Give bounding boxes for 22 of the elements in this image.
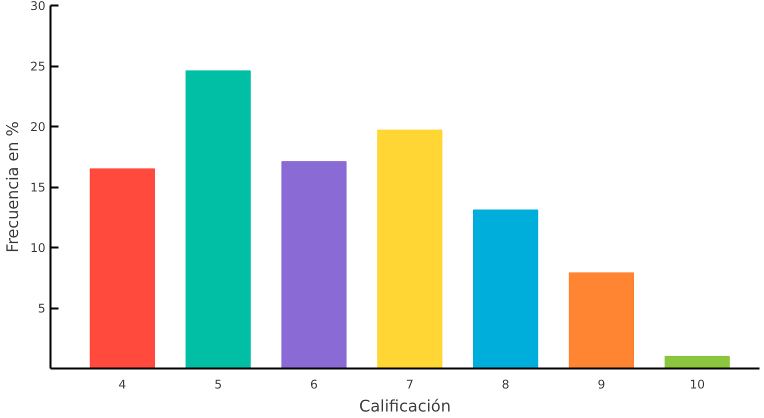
x-tick-label: 9 — [598, 378, 606, 392]
bar — [186, 70, 251, 368]
x-tick-label: 5 — [214, 378, 222, 392]
x-tick-label: 6 — [310, 378, 318, 392]
y-axis-title: Frecuencia en % — [3, 121, 22, 253]
x-tick-label: 7 — [406, 378, 414, 392]
y-tick-label: 30 — [30, 0, 46, 13]
x-axis-title: Calificación — [359, 396, 451, 416]
bar — [664, 356, 730, 368]
y-tick-label: 5 — [38, 302, 46, 316]
x-tick-label: 4 — [118, 378, 126, 392]
y-tick-label: 10 — [30, 241, 46, 255]
y-tick-label: 25 — [30, 60, 46, 74]
bar — [473, 209, 538, 368]
y-tick-label: 15 — [30, 180, 46, 194]
bar — [90, 168, 155, 368]
x-tick-label: 10 — [690, 378, 705, 392]
bar — [568, 272, 634, 368]
x-tick-label: 8 — [502, 378, 510, 392]
bar — [281, 161, 347, 368]
bar — [377, 130, 442, 368]
y-tick-label: 20 — [30, 120, 46, 134]
